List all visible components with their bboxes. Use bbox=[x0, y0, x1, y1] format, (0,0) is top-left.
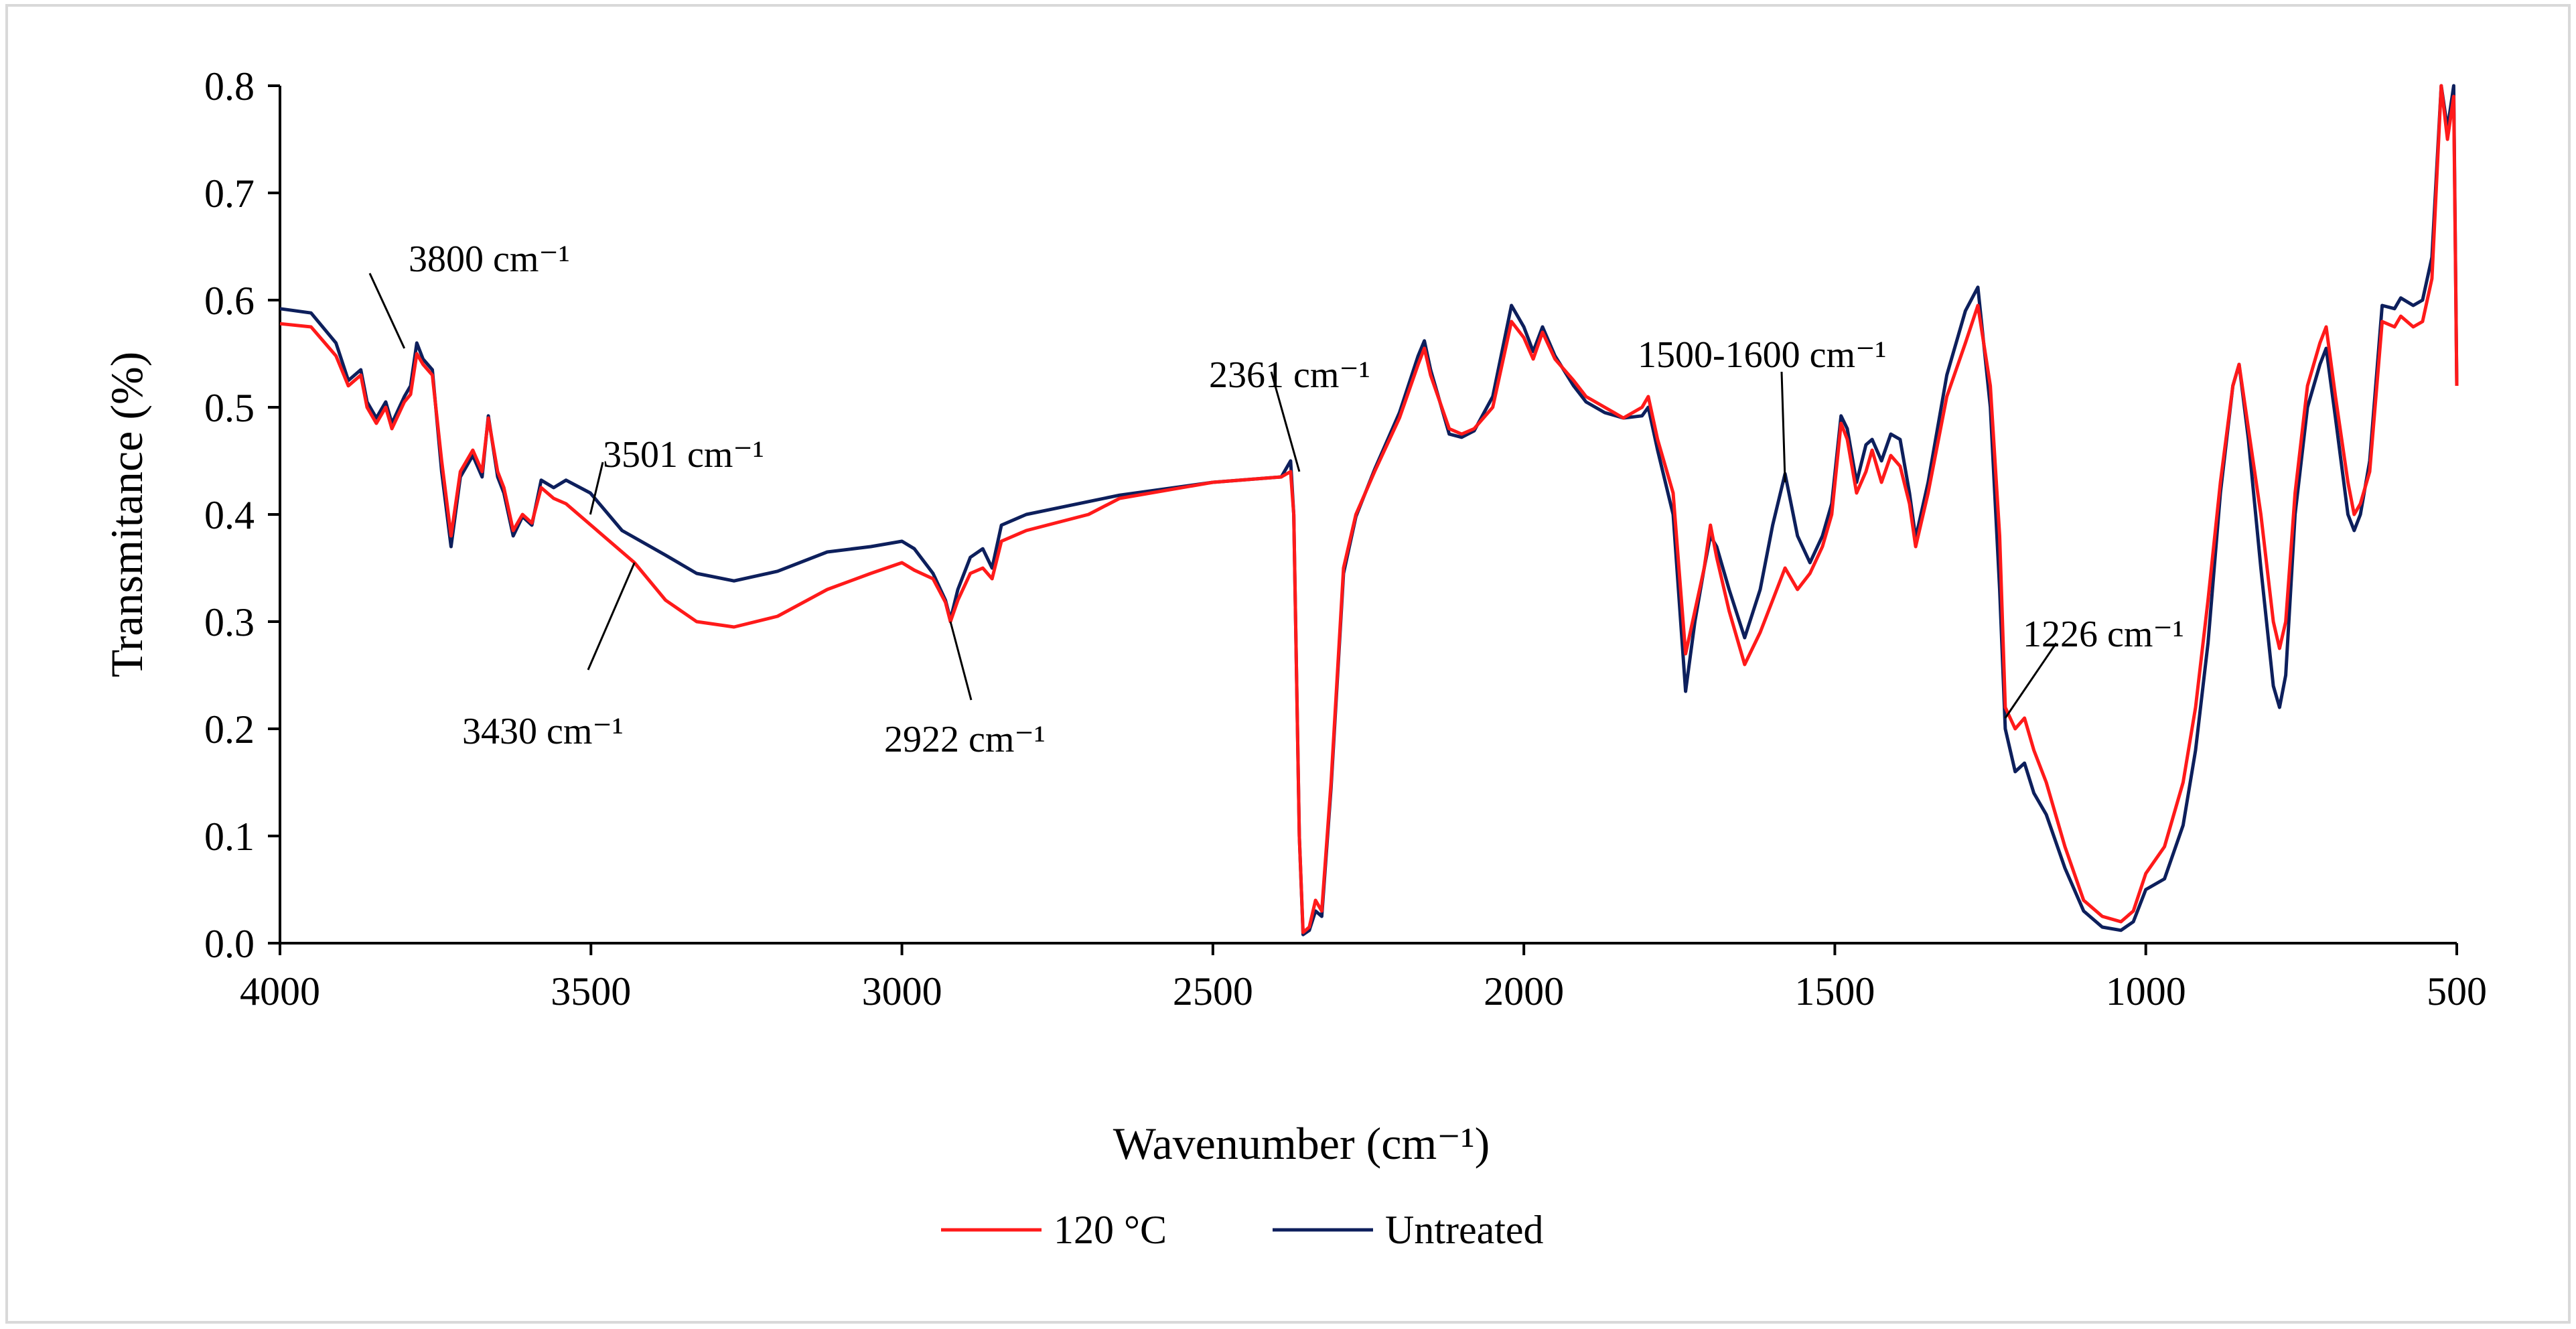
legend: 120 °C Untreated bbox=[941, 1208, 1544, 1252]
annotation-leader bbox=[949, 621, 973, 701]
x-tick-label: 2500 bbox=[1173, 969, 1253, 1013]
annotation-label: 3501 cm⁻¹ bbox=[603, 434, 764, 476]
x-axis-title: Wavenumber (cm⁻¹) bbox=[1113, 1118, 1490, 1169]
x-tick-label: 1500 bbox=[1794, 969, 1875, 1013]
series-line-120c bbox=[279, 84, 2459, 934]
annotation-label: 2361 cm⁻¹ bbox=[1209, 354, 1370, 396]
series-layer bbox=[279, 84, 2459, 936]
annotation-leader bbox=[1270, 371, 1301, 472]
legend-label-untreated: Untreated bbox=[1385, 1208, 1544, 1252]
y-tick-label: 0.1 bbox=[204, 815, 255, 859]
x-tick-label: 500 bbox=[2427, 969, 2487, 1013]
annotation-label: 1226 cm⁻¹ bbox=[2023, 614, 2184, 655]
annotation-leader bbox=[2004, 642, 2058, 719]
annotation-label: 1500-1600 cm⁻¹ bbox=[1638, 334, 1886, 376]
annotation-label: 3800 cm⁻¹ bbox=[409, 238, 570, 280]
x-ticks: 4000 3500 3000 2500 2000 1500 1000 500 bbox=[240, 943, 2487, 1013]
y-tick-label: 0.5 bbox=[204, 386, 255, 430]
x-tick-label: 1000 bbox=[2106, 969, 2186, 1013]
y-tick-label: 0.8 bbox=[204, 64, 255, 109]
y-tick-label: 0.6 bbox=[204, 279, 255, 323]
annotation-label: 3430 cm⁻¹ bbox=[462, 711, 624, 752]
x-tick-label: 4000 bbox=[240, 969, 320, 1013]
annotation-label: 2922 cm⁻¹ bbox=[884, 719, 1046, 760]
y-tick-label: 0.2 bbox=[204, 707, 255, 752]
y-ticks: 0.0 0.1 0.2 0.3 0.4 0.5 0.6 0.7 0.8 bbox=[204, 64, 280, 966]
x-tick-label: 3500 bbox=[551, 969, 631, 1013]
x-tick-label: 2000 bbox=[1484, 969, 1564, 1013]
annotation-leader bbox=[587, 562, 636, 671]
y-tick-label: 0.4 bbox=[204, 493, 255, 537]
annotation-layer: 3800 cm⁻¹ 3501 cm⁻¹ 3430 cm⁻¹ 2922 cm⁻¹ 2361… bbox=[368, 238, 2184, 760]
figure-border bbox=[5, 4, 2571, 1324]
annotation-leader bbox=[589, 462, 604, 515]
y-tick-label: 0.7 bbox=[204, 171, 255, 216]
y-tick-label: 0.0 bbox=[204, 922, 255, 966]
y-axis-title: Transmitance (%) bbox=[101, 352, 152, 678]
x-tick-label: 3000 bbox=[862, 969, 942, 1013]
annotation-leader bbox=[368, 273, 406, 349]
legend-label-120c: 120 °C bbox=[1054, 1208, 1167, 1252]
annotation-leader bbox=[1780, 371, 1786, 483]
y-tick-label: 0.3 bbox=[204, 600, 255, 644]
